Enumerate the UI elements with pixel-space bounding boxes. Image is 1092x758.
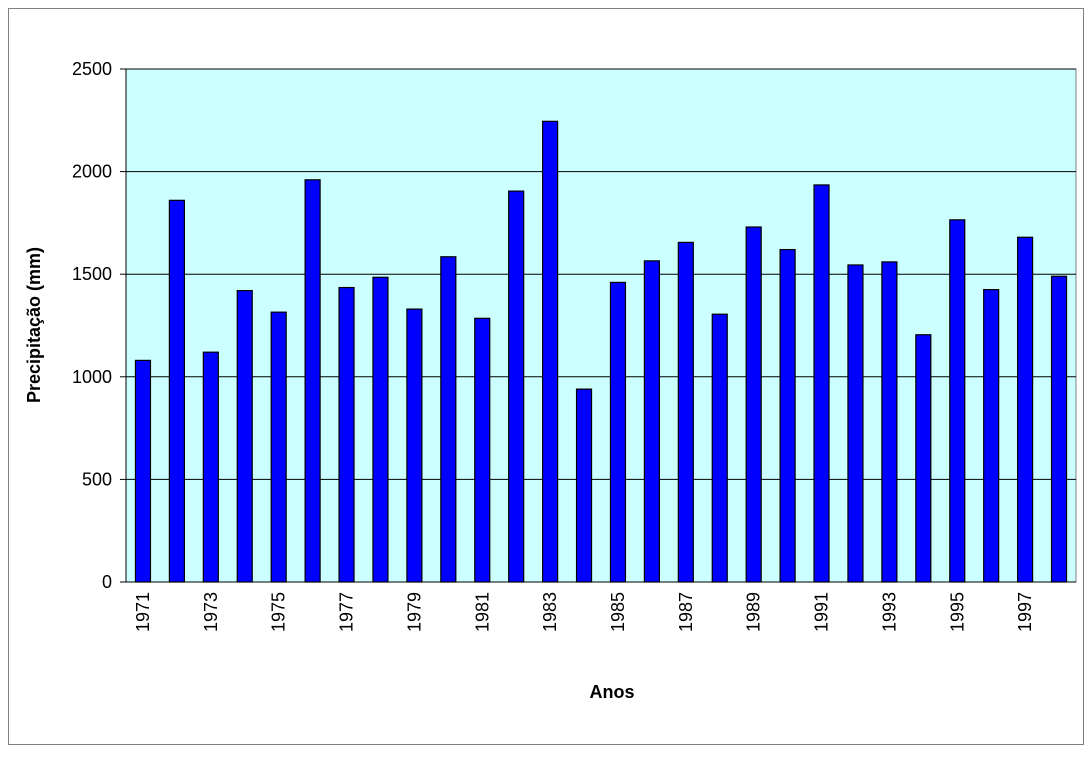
bar xyxy=(643,260,660,583)
bar xyxy=(372,276,389,583)
bar xyxy=(168,199,185,583)
bar xyxy=(677,241,694,583)
bar xyxy=(575,388,593,583)
bar xyxy=(881,261,898,583)
x-tick-label: 1971 xyxy=(133,592,153,632)
x-tick-label: 1987 xyxy=(676,592,696,632)
bar xyxy=(270,311,287,583)
y-tick-label: 2000 xyxy=(72,162,112,182)
bar xyxy=(406,308,423,583)
bar xyxy=(949,219,966,583)
bar xyxy=(236,290,253,583)
y-tick-label: 2500 xyxy=(72,59,112,79)
bar xyxy=(745,226,762,583)
x-tick-label: 1973 xyxy=(201,592,221,632)
bar xyxy=(779,248,796,583)
x-tick-label: 1975 xyxy=(269,592,289,632)
bar xyxy=(134,359,152,583)
bar xyxy=(813,184,830,583)
bar xyxy=(915,334,932,583)
bar xyxy=(338,286,355,583)
bar xyxy=(1017,236,1034,583)
x-axis-label: Anos xyxy=(590,682,635,702)
plot-area xyxy=(125,68,1077,583)
x-tick-label: 1997 xyxy=(1015,592,1035,632)
bar xyxy=(609,281,627,583)
bar xyxy=(847,264,864,583)
bar xyxy=(440,256,457,583)
x-tick-label: 1985 xyxy=(608,592,628,632)
y-tick-label: 1500 xyxy=(72,264,112,284)
y-tick-label: 0 xyxy=(102,572,112,592)
x-tick-label: 1979 xyxy=(404,592,424,632)
x-tick-label: 1995 xyxy=(947,592,967,632)
bar xyxy=(711,313,728,583)
y-tick-label: 500 xyxy=(82,469,112,489)
y-tick-label: 1000 xyxy=(72,367,112,387)
x-tick-label: 1981 xyxy=(472,592,492,632)
bar xyxy=(983,288,1000,583)
x-tick-label: 1991 xyxy=(812,592,832,632)
x-tick-label: 1989 xyxy=(744,592,764,632)
bar xyxy=(1050,275,1068,583)
x-tick-label: 1993 xyxy=(879,592,899,632)
x-tick-label: 1983 xyxy=(540,592,560,632)
bar xyxy=(304,179,321,583)
bar xyxy=(508,190,525,583)
y-axis-label: Precipitação (mm) xyxy=(24,247,44,403)
x-tick-label: 1977 xyxy=(337,592,357,632)
bar xyxy=(542,120,559,583)
bar xyxy=(474,317,491,583)
bar xyxy=(202,351,219,583)
